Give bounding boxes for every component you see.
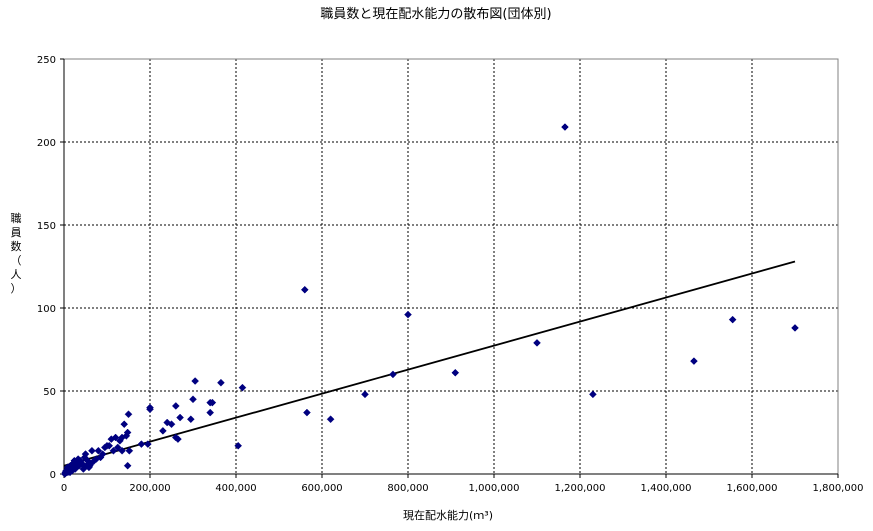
data-point	[143, 440, 152, 448]
y-tick-label: 50	[43, 387, 56, 398]
data-point	[174, 435, 182, 443]
x-tick-label: 800,000	[387, 483, 428, 494]
y-axis-label: 職員数（人）	[11, 212, 22, 295]
x-axis-label: 現在配水能力(ｍ³)	[403, 508, 493, 522]
data-point	[100, 443, 109, 452]
data-point	[303, 408, 311, 417]
x-tick-label: 200,000	[129, 483, 170, 494]
y-axis-label-char: 数	[11, 240, 22, 253]
plot-area: 0 50 100 150 200 250 0 200,000 400,000 600,000 800…	[37, 55, 864, 494]
y-axis-label-char: （	[11, 254, 22, 267]
y-axis-label-char: 員	[11, 226, 22, 239]
data-point	[191, 377, 200, 385]
data-point	[206, 408, 215, 417]
x-tick-label: 1,600,000	[727, 483, 778, 494]
data-point	[146, 405, 154, 414]
y-tick-label: 100	[37, 304, 56, 315]
data-point	[116, 436, 124, 445]
data-point	[451, 368, 460, 377]
data-point	[728, 315, 737, 324]
data-point	[389, 370, 397, 379]
data-point	[123, 461, 132, 470]
data-point	[690, 357, 698, 365]
x-tick-label: 1,000,000	[469, 483, 520, 494]
data-point	[113, 443, 122, 452]
data-point	[404, 310, 412, 319]
y-tick-label: 200	[37, 138, 56, 149]
data-point	[217, 378, 225, 387]
data-point	[80, 453, 89, 462]
data-point	[176, 413, 184, 422]
data-point	[361, 390, 369, 399]
data-point	[137, 440, 146, 448]
data-point	[163, 418, 172, 427]
y-tick-label: 250	[37, 55, 56, 66]
x-tick-label: 1,400,000	[641, 483, 692, 494]
y-tick-label: 150	[37, 221, 56, 232]
y-axis-label-char: 人	[11, 268, 22, 281]
trendline	[63, 260, 796, 467]
data-point	[125, 446, 134, 455]
y-axis-label-char: 職	[11, 212, 22, 225]
data-point	[300, 285, 309, 294]
data-point	[118, 446, 126, 455]
data-point	[159, 426, 167, 435]
chart-title: 職員数と現在配水能力の散布図(団体別)	[320, 7, 551, 22]
data-point	[238, 383, 247, 392]
data-point	[120, 420, 129, 429]
data-point	[107, 435, 116, 443]
data-point	[589, 390, 597, 399]
data-point	[109, 446, 118, 455]
data-point	[326, 415, 335, 424]
plot-background	[64, 59, 838, 474]
x-tick-label: 0	[61, 483, 67, 494]
data-point	[533, 339, 541, 347]
data-point	[561, 123, 569, 131]
data-point	[791, 324, 799, 332]
data-point	[189, 395, 197, 404]
data-point	[61, 470, 69, 478]
x-tick-label: 1,800,000	[813, 483, 864, 494]
x-tick-label: 600,000	[301, 483, 342, 494]
data-point	[208, 398, 217, 407]
y-axis-label-char: ）	[11, 282, 22, 295]
y-tick-label: 0	[50, 470, 56, 481]
data-point	[94, 446, 103, 455]
x-tick-label: 1,200,000	[555, 483, 606, 494]
data-point	[88, 446, 96, 455]
x-tick-label: 400,000	[215, 483, 256, 494]
data-point	[171, 402, 180, 410]
data-point	[124, 410, 133, 419]
data-point	[234, 441, 243, 450]
data-point	[186, 415, 195, 424]
